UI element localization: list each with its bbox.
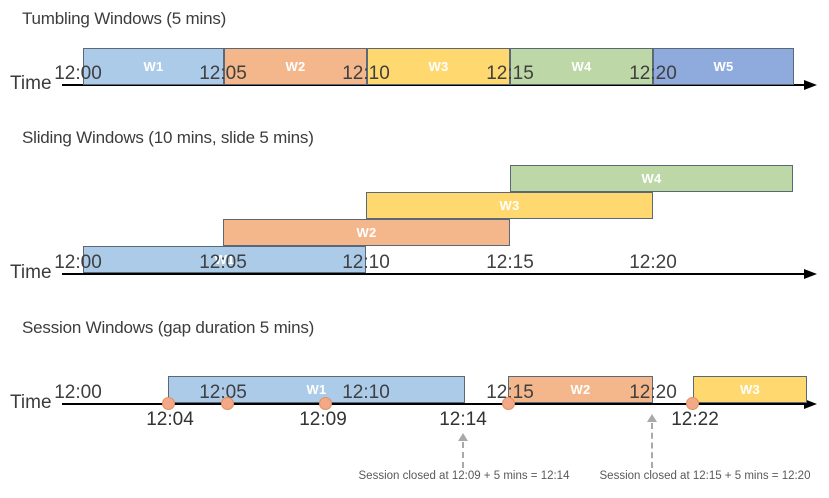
window-box: W3: [693, 376, 807, 403]
window-box: W1: [83, 246, 366, 273]
callout-arrow-icon: [458, 433, 468, 441]
window-label: W2: [285, 59, 306, 74]
tick-label: 12:15: [486, 63, 534, 84]
event-time-label: 12:04: [146, 409, 194, 430]
tick-label: 12:15: [486, 252, 534, 273]
tick-label: 12:10: [342, 63, 390, 84]
window-label: W4: [641, 171, 662, 186]
tick-label: 12:20: [629, 252, 677, 273]
tick-label: 12:05: [199, 63, 247, 84]
timeline: [62, 84, 806, 86]
callout-arrow-stem: [651, 423, 653, 468]
window-box: W5: [653, 48, 794, 85]
window-label: W2: [570, 382, 591, 397]
window-label: W1: [214, 252, 235, 267]
window-box: W1: [168, 376, 465, 403]
window-box: W2: [224, 48, 367, 85]
tumbling-windows-title: Tumbling Windows (5 mins): [22, 9, 227, 28]
event-time-label: 12:14: [439, 409, 487, 430]
window-box: W2: [508, 376, 653, 403]
window-label: W3: [499, 198, 520, 213]
time-axis-label: Time: [10, 392, 52, 413]
timeline-arrowhead-icon: [804, 80, 817, 90]
event-dot: [221, 397, 234, 410]
window-label: W1: [143, 59, 164, 74]
time-axis-label: Time: [10, 262, 52, 283]
event-dot: [162, 397, 175, 410]
window-box: W3: [366, 192, 653, 219]
event-time-label: 12:09: [299, 409, 347, 430]
timeline: [62, 273, 806, 275]
window-label: W2: [356, 225, 377, 240]
event-dot: [502, 397, 515, 410]
timeline-arrowhead-icon: [804, 399, 817, 409]
window-box: W1: [83, 48, 224, 85]
event-dot: [686, 397, 699, 410]
tick-label: 12:10: [342, 382, 390, 403]
tick-label: 12:05: [199, 382, 247, 403]
tick-label: 12:00: [54, 252, 102, 273]
window-label: W1: [306, 382, 327, 397]
window-label: W3: [428, 59, 449, 74]
window-label: W4: [571, 59, 592, 74]
window-box: W4: [510, 165, 793, 192]
window-box: W2: [223, 219, 510, 246]
tick-label: 12:05: [199, 252, 247, 273]
tick-label: 12:00: [54, 63, 102, 84]
window-label: W5: [713, 59, 734, 74]
callout-arrow-icon: [647, 414, 657, 422]
tick-label: 12:20: [629, 382, 677, 403]
timeline-arrowhead-icon: [804, 269, 817, 279]
callout-text: Session closed at 12:15 + 5 mins = 12:20: [599, 470, 811, 482]
tick-label: 12:20: [629, 63, 677, 84]
callout-text: Session closed at 12:09 + 5 mins = 12:14: [358, 470, 570, 482]
callout-arrow-stem: [462, 442, 464, 468]
session-windows-title: Session Windows (gap duration 5 mins): [22, 318, 315, 337]
window-box: W3: [367, 48, 510, 85]
tick-label: 12:10: [342, 252, 390, 273]
event-dot: [319, 397, 332, 410]
time-axis-label: Time: [10, 73, 52, 94]
tick-label: 12:15: [486, 382, 534, 403]
sliding-windows-title: Sliding Windows (10 mins, slide 5 mins): [22, 128, 314, 147]
timeline: [62, 403, 806, 405]
tick-label: 12:00: [54, 382, 102, 403]
event-time-label: 12:22: [671, 409, 719, 430]
window-label: W3: [740, 382, 760, 397]
window-box: W4: [510, 48, 653, 85]
